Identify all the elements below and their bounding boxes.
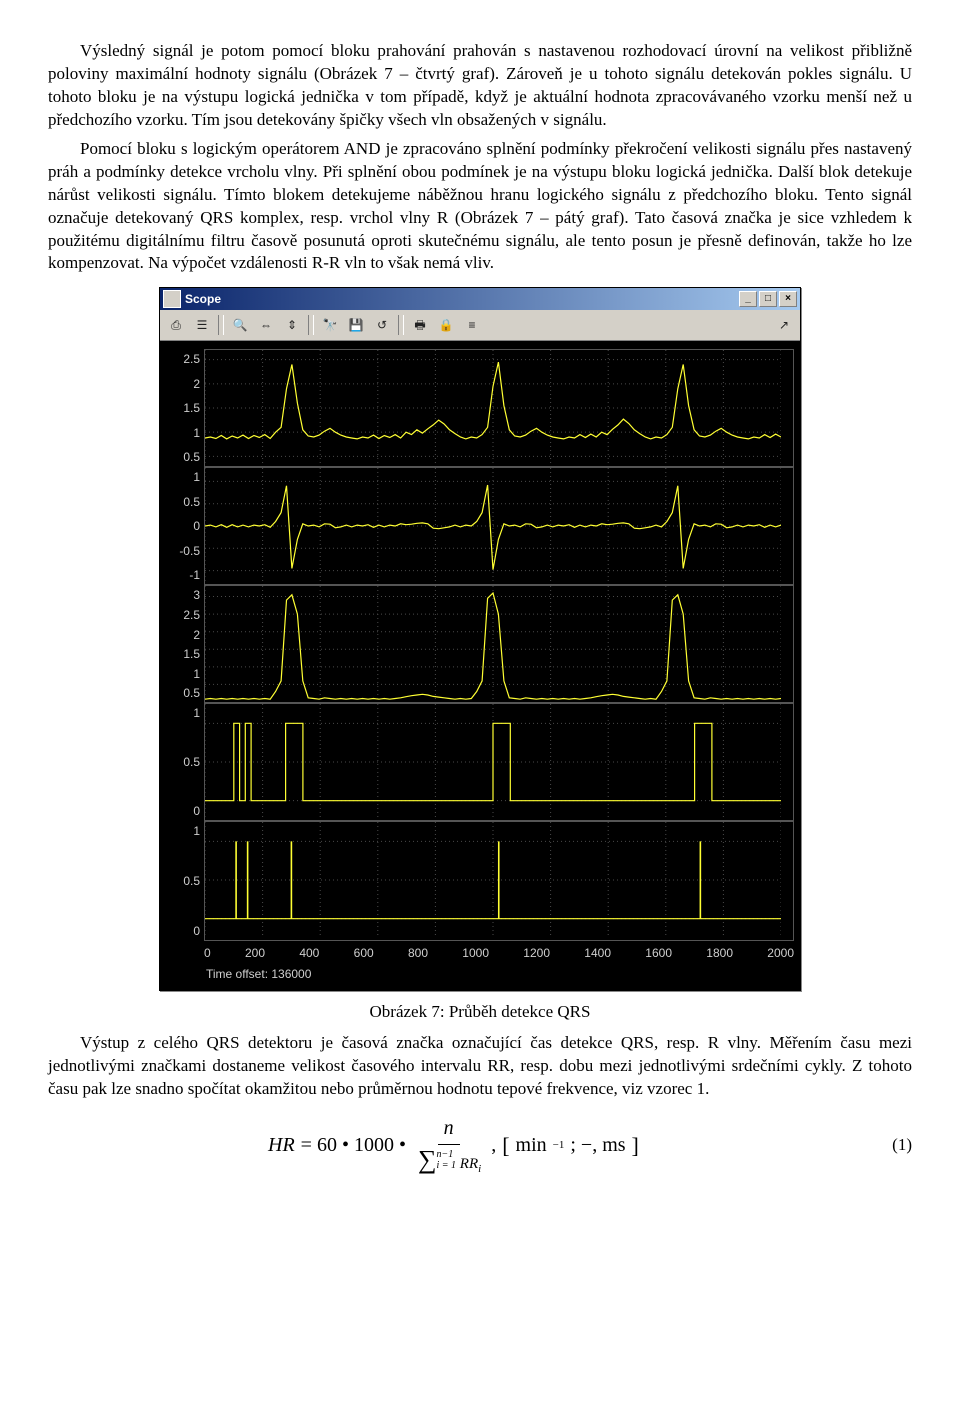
time-offset: Time offset: 136000: [204, 964, 794, 986]
close-button[interactable]: ×: [779, 291, 797, 307]
scope-plot-3: [204, 585, 794, 703]
sum-lower: i = 1: [437, 1160, 457, 1171]
zoom-in-icon[interactable]: 🔍: [228, 314, 252, 336]
formula-rr-sub: i: [478, 1163, 481, 1175]
x-tick-labels: 0200400600800100012001400160018002000: [204, 941, 794, 963]
zoom-y-icon[interactable]: ⇕: [280, 314, 304, 336]
zoom-x-icon[interactable]: ⇔: [254, 314, 278, 336]
y-tick-labels: 32.521.510.5: [160, 585, 204, 703]
scope-title: Scope: [185, 291, 737, 307]
bracket-close: ]: [632, 1131, 639, 1161]
formula-rr: RR: [460, 1156, 478, 1172]
y-tick-labels: 2.521.510.5: [160, 349, 204, 467]
params-icon[interactable]: ☰: [190, 314, 214, 336]
autoscale-icon[interactable]: 🔭: [318, 314, 342, 336]
scope-toolbar: ⎙ ☰ 🔍 ⇔ ⇕ 🔭 💾 ↺ 🖶 🔒 ≡ ↗: [160, 310, 800, 341]
bracket-open: [: [502, 1131, 509, 1161]
figure-7: Scope _ □ × ⎙ ☰ 🔍 ⇔ ⇕ 🔭 💾 ↺ 🖶 🔒 ≡ ↗ 2.52…: [48, 287, 912, 990]
plot-stack: 2.521.510.510.50-0.5-132.521.510.510.501…: [160, 341, 800, 989]
help-icon[interactable]: ↗: [772, 314, 796, 336]
formula-lhs: HR: [268, 1132, 295, 1159]
sum-upper: n−1: [437, 1149, 457, 1160]
y-tick-labels: 10.50: [160, 703, 204, 821]
paragraph-3: Výstup z celého QRS detektoru je časová …: [48, 1032, 912, 1101]
formula-mul: = 60 • 1000 •: [301, 1132, 406, 1159]
formula-1: HR = 60 • 1000 • n ∑ n−1 i = 1 RRi , [ m…: [48, 1115, 912, 1177]
formula-fraction: n ∑ n−1 i = 1 RRi: [412, 1115, 485, 1177]
float-icon[interactable]: 🖶: [408, 314, 432, 336]
formula-comma: ,: [491, 1132, 496, 1159]
scope-plot-2: [204, 467, 794, 585]
scope-window: Scope _ □ × ⎙ ☰ 🔍 ⇔ ⇕ 🔭 💾 ↺ 🖶 🔒 ≡ ↗ 2.52…: [159, 287, 801, 990]
formula-units: min: [516, 1132, 547, 1159]
scope-titlebar: Scope _ □ ×: [160, 288, 800, 310]
sig-icon[interactable]: ≡: [460, 314, 484, 336]
maximize-button[interactable]: □: [759, 291, 777, 307]
lock-icon[interactable]: 🔒: [434, 314, 458, 336]
scope-plot-1: [204, 349, 794, 467]
paragraph-1: Výsledný signál je potom pomocí bloku pr…: [48, 40, 912, 132]
scope-plot-4: [204, 703, 794, 821]
formula-units-tail: ; −, ms: [570, 1132, 625, 1159]
restore-icon[interactable]: ↺: [370, 314, 394, 336]
scope-plot-5: [204, 821, 794, 941]
paragraph-2: Pomocí bloku s logickým operátorem AND j…: [48, 138, 912, 276]
minimize-button[interactable]: _: [739, 291, 757, 307]
print-icon[interactable]: ⎙: [164, 314, 188, 336]
y-tick-labels: 10.50: [160, 821, 204, 941]
y-tick-labels: 10.50-0.5-1: [160, 467, 204, 585]
sum-sign: ∑ n−1 i = 1: [416, 1147, 456, 1173]
equation-number: (1): [639, 1134, 912, 1157]
matlab-icon: [163, 290, 181, 308]
save-icon[interactable]: 💾: [344, 314, 368, 336]
figure-caption: Obrázek 7: Průběh detekce QRS: [48, 1001, 912, 1024]
formula-num: n: [438, 1115, 460, 1145]
formula-units-exp: −1: [553, 1138, 565, 1153]
